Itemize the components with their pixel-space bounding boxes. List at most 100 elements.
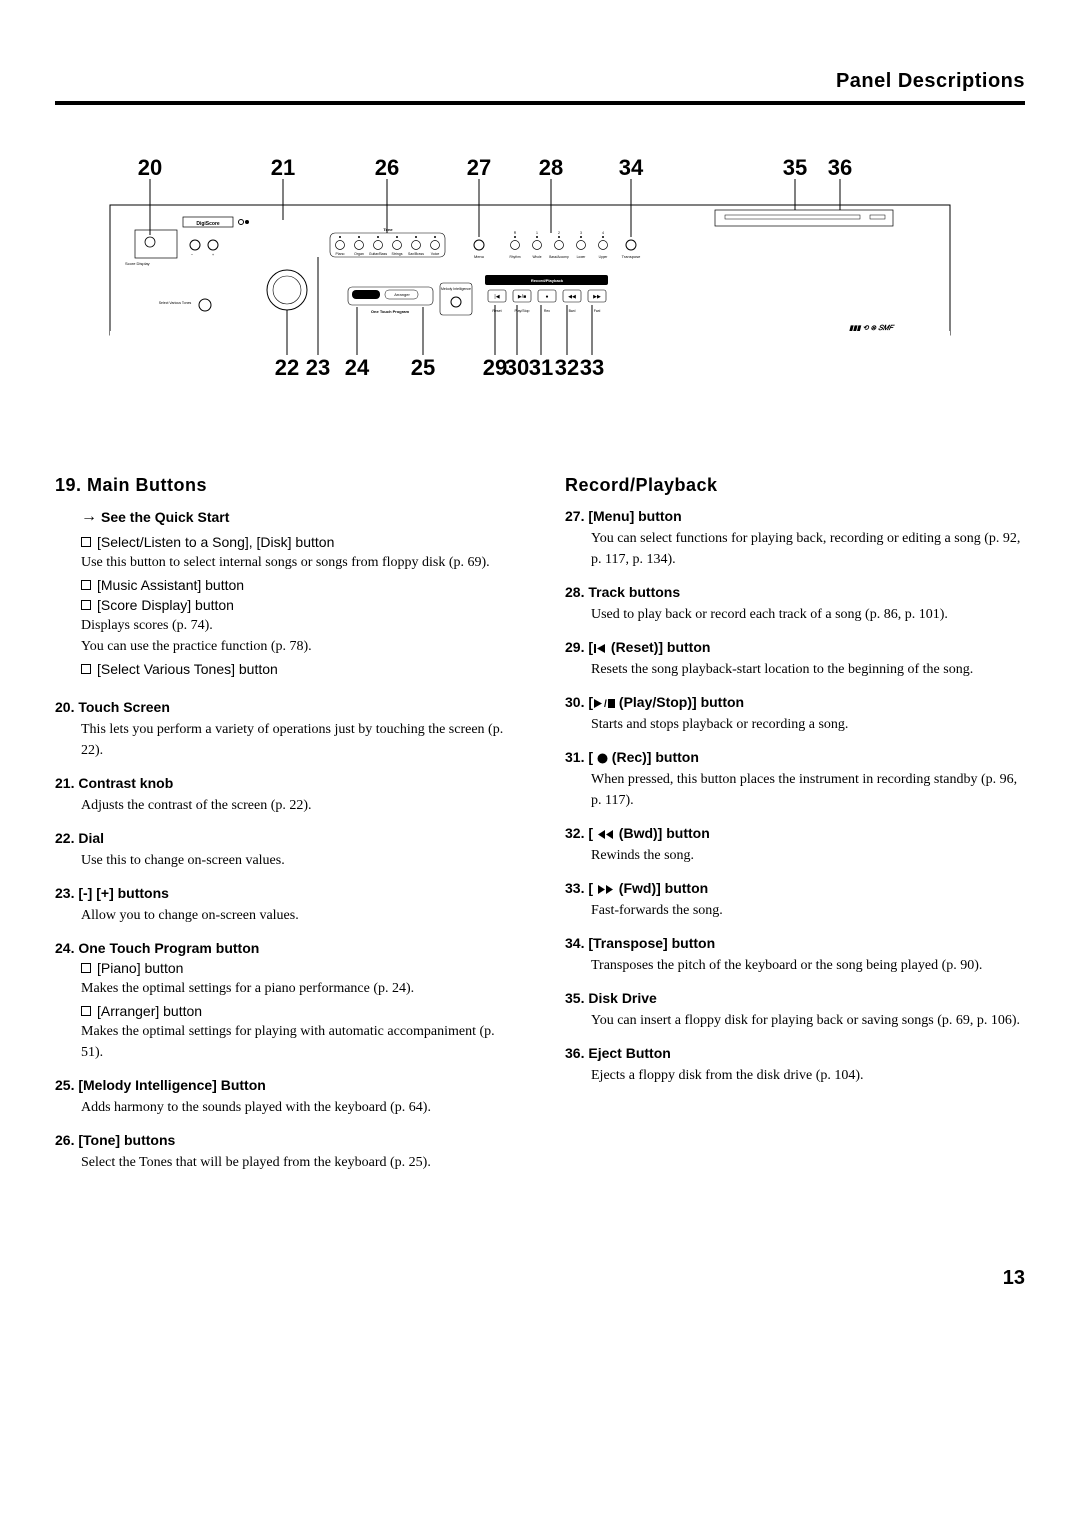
svg-text:Melody Intelligence: Melody Intelligence bbox=[441, 287, 471, 291]
item: 29. [ (Reset)] buttonResets the song pla… bbox=[565, 639, 1025, 680]
svg-text:25: 25 bbox=[411, 355, 435, 380]
item-title: 26. [Tone] buttons bbox=[55, 1132, 515, 1148]
item-title: 27. [Menu] button bbox=[565, 508, 1025, 524]
item: 31. [ (Rec)] button When pressed, this bu… bbox=[565, 749, 1025, 811]
item-body: Adds harmony to the sounds played with t… bbox=[55, 1097, 515, 1118]
svg-text:28: 28 bbox=[539, 155, 563, 180]
svg-text:●: ● bbox=[545, 294, 548, 300]
item: 30. [/ (Play/Stop)] buttonStarts and sto… bbox=[565, 694, 1025, 735]
item-title: 31. [ (Rec)] button bbox=[565, 749, 1025, 765]
svg-text:31: 31 bbox=[529, 355, 553, 380]
page-header-title: Panel Descriptions bbox=[55, 70, 1025, 93]
item-title: 24. One Touch Program button bbox=[55, 940, 515, 956]
item: 21. Contrast knobAdjusts the contrast of… bbox=[55, 775, 515, 816]
svg-text:/: / bbox=[604, 699, 607, 709]
svg-text:−: − bbox=[191, 252, 194, 257]
svg-text:4: 4 bbox=[602, 231, 604, 235]
item-body: Transposes the pitch of the keyboard or … bbox=[565, 955, 1025, 976]
svg-text:+: + bbox=[212, 252, 215, 257]
svg-text:21: 21 bbox=[271, 155, 295, 180]
svg-text:DigiScore: DigiScore bbox=[196, 221, 220, 227]
svg-text:▶▶: ▶▶ bbox=[593, 294, 601, 300]
item: 32. [ (Bwd)] button Rewinds the song. bbox=[565, 825, 1025, 866]
item-body: Ejects a floppy disk from the disk drive… bbox=[565, 1065, 1025, 1086]
svg-text:|◀: |◀ bbox=[494, 294, 499, 300]
svg-text:Strings: Strings bbox=[392, 252, 403, 256]
svg-text:29: 29 bbox=[483, 355, 507, 380]
item-body: Makes the optimal settings for a piano p… bbox=[55, 978, 515, 999]
svg-text:Tone: Tone bbox=[383, 227, 393, 232]
svg-text:▶/■: ▶/■ bbox=[518, 294, 526, 300]
sub-button: [Select/Listen to a Song], [Disk] button bbox=[81, 534, 515, 550]
svg-text:Lower: Lower bbox=[577, 255, 587, 259]
item: 20. Touch Screen This lets you perform a … bbox=[55, 699, 515, 761]
item-title: 20. Touch Screen bbox=[55, 699, 515, 715]
item-title: 22. Dial bbox=[55, 830, 515, 846]
svg-text:◀◀: ◀◀ bbox=[568, 294, 576, 300]
panel-diagram: 2021262728343536 DigiScore Score Display… bbox=[55, 155, 1025, 415]
section-title-main-buttons: 19. Main Buttons bbox=[55, 475, 515, 496]
item-body: Resets the song playback-start location … bbox=[565, 659, 1025, 680]
item: 33. [ (Fwd)] buttonFast-forwards the son… bbox=[565, 880, 1025, 921]
svg-text:Piano: Piano bbox=[336, 252, 345, 256]
item-body: Used to play back or record each track o… bbox=[565, 604, 1025, 625]
item-body: You can insert a floppy disk for playing… bbox=[565, 1010, 1025, 1031]
svg-text:Arranger: Arranger bbox=[394, 292, 410, 297]
svg-text:33: 33 bbox=[580, 355, 604, 380]
svg-text:22: 22 bbox=[275, 355, 299, 380]
item-body: Use this to change on-screen values. bbox=[55, 850, 515, 871]
svg-text:24: 24 bbox=[345, 355, 370, 380]
svg-text:▮▮▮ ⟲ ⊗ 𝑆𝑀𝐹: ▮▮▮ ⟲ ⊗ 𝑆𝑀𝐹 bbox=[849, 324, 896, 332]
sub-button: [Music Assistant] button bbox=[81, 577, 515, 593]
item-title: 25. [Melody Intelligence] Button bbox=[55, 1077, 515, 1093]
svg-text:R: R bbox=[514, 231, 517, 235]
item-body: Displays scores (p. 74).You can use the … bbox=[55, 615, 515, 657]
svg-text:1: 1 bbox=[536, 231, 538, 235]
item-title: 35. Disk Drive bbox=[565, 990, 1025, 1006]
item-body: Rewinds the song. bbox=[565, 845, 1025, 866]
sub-button: [Piano] button bbox=[81, 960, 515, 976]
svg-text:Guitar/Bass: Guitar/Bass bbox=[369, 252, 388, 256]
item: 24. One Touch Program button [Piano] butt… bbox=[55, 940, 515, 1063]
page-number: 13 bbox=[55, 1267, 1025, 1290]
item-body: This lets you perform a variety of opera… bbox=[55, 719, 515, 761]
item-body: When pressed, this button places the ins… bbox=[565, 769, 1025, 811]
svg-text:Transpose: Transpose bbox=[622, 254, 642, 259]
svg-text:Sax/Brass: Sax/Brass bbox=[408, 252, 424, 256]
item: 28. Track buttonsUsed to play back or re… bbox=[565, 584, 1025, 625]
left-column: 19. Main Buttons →See the Quick Start [S… bbox=[55, 475, 515, 1187]
sub-button: [Select Various Tones] button bbox=[81, 661, 515, 677]
svg-text:26: 26 bbox=[375, 155, 399, 180]
header-rule bbox=[55, 101, 1025, 105]
item-title: 30. [/ (Play/Stop)] button bbox=[565, 694, 1025, 710]
svg-text:35: 35 bbox=[783, 155, 807, 180]
content-columns: 19. Main Buttons →See the Quick Start [S… bbox=[55, 475, 1025, 1187]
item: 36. Eject Button Ejects a floppy disk fro… bbox=[565, 1045, 1025, 1086]
item-body: Use this button to select internal songs… bbox=[55, 552, 515, 573]
item-body: Allow you to change on-screen values. bbox=[55, 905, 515, 926]
svg-text:One Touch Program: One Touch Program bbox=[371, 309, 410, 314]
quickstart-link: →See the Quick Start bbox=[55, 508, 515, 526]
svg-text:Upper: Upper bbox=[599, 255, 609, 259]
svg-text:Rhythm: Rhythm bbox=[510, 255, 521, 259]
item-body: Adjusts the contrast of the screen (p. 2… bbox=[55, 795, 515, 816]
item-body: You can select functions for playing bac… bbox=[565, 528, 1025, 570]
svg-text:Voice: Voice bbox=[431, 252, 440, 256]
svg-text:Bwd: Bwd bbox=[569, 309, 576, 313]
right-column: Record/Playback 27. [Menu] button You can… bbox=[565, 475, 1025, 1187]
item-title: 32. [ (Bwd)] button bbox=[565, 825, 1025, 841]
svg-text:32: 32 bbox=[555, 355, 579, 380]
item-title: 36. Eject Button bbox=[565, 1045, 1025, 1061]
svg-text:34: 34 bbox=[619, 155, 644, 180]
svg-text:20: 20 bbox=[138, 155, 162, 180]
section-title-record-playback: Record/Playback bbox=[565, 475, 1025, 496]
item: 35. Disk Drive You can insert a floppy di… bbox=[565, 990, 1025, 1031]
svg-text:Score Display: Score Display bbox=[125, 261, 150, 266]
svg-text:30: 30 bbox=[505, 355, 529, 380]
svg-text:Piano: Piano bbox=[361, 292, 372, 297]
item: 26. [Tone] buttonsSelect the Tones that … bbox=[55, 1132, 515, 1173]
svg-text:Bass/Accomp: Bass/Accomp bbox=[549, 255, 569, 259]
item-title: 23. [-] [+] buttons bbox=[55, 885, 515, 901]
item-body: Makes the optimal settings for playing w… bbox=[55, 1021, 515, 1063]
item-body: Fast-forwards the song. bbox=[565, 900, 1025, 921]
